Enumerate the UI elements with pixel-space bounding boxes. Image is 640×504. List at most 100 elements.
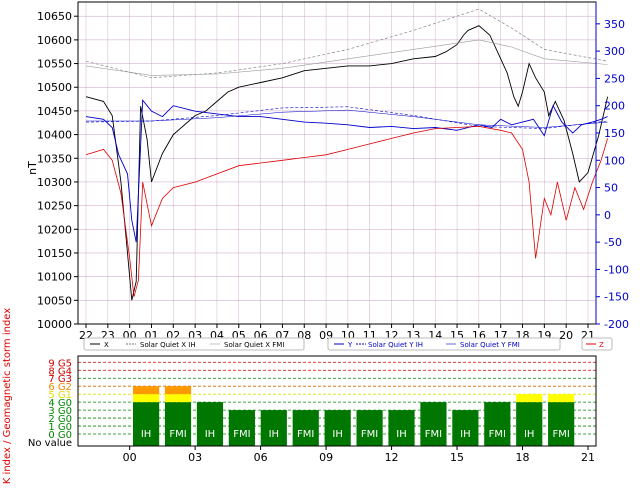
x-tick-label: 20 xyxy=(559,329,573,342)
y2-tick-label: -100 xyxy=(604,263,629,276)
series-solar-quiet-y-fmi xyxy=(86,109,608,128)
k-x-tick-label: 12 xyxy=(385,451,399,464)
y-tick-label: 10650 xyxy=(37,10,72,23)
y-tick-label: 10000 xyxy=(37,318,72,331)
y-tick-label: 10350 xyxy=(37,152,72,165)
legend-x: X Solar Quiet X IH Solar Quiet X FMI xyxy=(83,337,305,351)
y-tick-label: 10600 xyxy=(37,34,72,47)
k-bar xyxy=(228,410,255,446)
k-bar-label: IH xyxy=(524,429,534,440)
y2-tick-label: 350 xyxy=(604,18,625,31)
k-bar-label: IH xyxy=(460,429,470,440)
k-tick-label: 0 G0 xyxy=(48,430,72,441)
y2-tick-label: 250 xyxy=(604,72,625,85)
k-tick-label: 5 G1 xyxy=(48,390,72,401)
k-bar-label: FMI xyxy=(425,429,442,440)
k-bar xyxy=(356,410,383,446)
k-bar-label: FMI xyxy=(297,429,314,440)
k-bar-yellow xyxy=(164,394,192,403)
k-x-tick-label: 21 xyxy=(581,451,595,464)
top-plot-frame xyxy=(77,1,597,325)
k-bar xyxy=(452,410,479,446)
legend-y: Y Solar Quiet Y IH Solar Quiet Y FMI xyxy=(327,337,561,351)
k-bar-label: FMI xyxy=(169,429,186,440)
k-bar-label: IH xyxy=(332,429,342,440)
k-bar-orange xyxy=(133,386,160,395)
k-bar-label: IH xyxy=(396,429,406,440)
k-bar-green xyxy=(548,402,575,446)
right-axis-ticks: -200 -150 -100 -50 0 50 100 150 200 250 300 350 xyxy=(596,18,629,331)
k-bar-label: IH xyxy=(141,429,151,440)
k-bar-yellow xyxy=(516,394,543,403)
series-solar-quiet-x-fmi xyxy=(85,39,608,76)
k-bar-yellow xyxy=(133,394,160,403)
k-tick-label: 7 G3 xyxy=(48,374,72,385)
y2-tick-label: 0 xyxy=(604,209,611,222)
k-bar-label: FMI xyxy=(361,429,378,440)
k-bar xyxy=(420,402,447,446)
k-bar-label: FMI xyxy=(233,429,250,440)
y-tick-label: 10100 xyxy=(37,271,72,284)
k-bar-label: FMI xyxy=(489,429,506,440)
k-tick-label: No value xyxy=(28,438,72,449)
y2-tick-label: 100 xyxy=(604,154,625,167)
y-tick-label: 10400 xyxy=(37,129,72,142)
y-tick-label: 10550 xyxy=(37,58,72,71)
legend-sqy-ih-label: Solar Quiet Y IH xyxy=(368,341,423,349)
k-tick-label: 8 G4 xyxy=(48,366,72,377)
y2-tick-label: 150 xyxy=(604,127,625,140)
k-index-x-ticks: 00 03 06 09 12 15 18 21 xyxy=(123,446,595,464)
k-x-tick-label: 15 xyxy=(450,451,464,464)
y-tick-label: 10300 xyxy=(37,176,72,189)
series-y-line xyxy=(85,98,608,243)
k-bar-green xyxy=(164,402,192,446)
k-bar-green xyxy=(133,402,160,446)
y-tick-label: 10450 xyxy=(37,105,72,118)
y2-tick-label: -200 xyxy=(604,318,629,331)
k-bar xyxy=(484,402,511,446)
k-x-tick-label: 09 xyxy=(319,451,333,464)
y2-tick-label: -50 xyxy=(604,236,622,249)
k-tick-label: 1 G0 xyxy=(48,422,72,433)
top-plot-series xyxy=(85,8,609,301)
k-x-tick-label: 00 xyxy=(123,451,137,464)
y2-tick-label: -150 xyxy=(604,291,629,304)
left-axis-label: nT xyxy=(26,161,39,175)
series-solar-quiet-y-ih xyxy=(85,106,608,129)
k-bar xyxy=(324,410,351,446)
k-bar-green xyxy=(516,402,543,446)
y2-tick-label: 50 xyxy=(604,182,618,195)
top-plot-grid xyxy=(78,2,596,325)
y-tick-label: 10250 xyxy=(37,200,72,213)
left-axis-ticks: 10000 10050 10100 10150 10200 10250 10300 10350… xyxy=(37,10,78,331)
series-x-line xyxy=(85,25,609,301)
y-tick-label: 10200 xyxy=(37,223,72,236)
legend-sqx-ih-label: Solar Quiet X IH xyxy=(140,341,196,349)
k-bar xyxy=(388,410,415,446)
k-index-frame xyxy=(77,355,597,447)
k-bar xyxy=(260,410,287,446)
k-bar xyxy=(196,402,224,446)
k-tick-label: 3 G0 xyxy=(48,406,72,417)
k-x-tick-label: 03 xyxy=(188,451,202,464)
y-tick-label: 10150 xyxy=(37,247,72,260)
k-bar-yellow xyxy=(548,394,575,403)
k-index-axis-label: K index / Geomagnetic storm index xyxy=(2,308,13,484)
y2-tick-label: 300 xyxy=(604,45,625,58)
k-x-tick-label: 18 xyxy=(516,451,530,464)
k-tick-label: 2 G0 xyxy=(48,414,72,425)
k-index-bars: IH FMI IH FMI IH FMI IH FMI IH FMI IH FMI IH FMI xyxy=(133,386,575,446)
k-tick-label: 9 G5 xyxy=(48,358,72,369)
k-tick-label: 4 G0 xyxy=(48,398,72,409)
legend-z-label: Z xyxy=(599,341,604,349)
y2-tick-label: 200 xyxy=(604,100,625,113)
legend-x-label: X xyxy=(104,341,109,349)
k-bar xyxy=(292,410,319,446)
series-solar-quiet-x-ih xyxy=(85,8,608,79)
k-bar-orange xyxy=(164,386,192,395)
k-tick-label: 6 G2 xyxy=(48,382,72,393)
y-tick-label: 10050 xyxy=(37,294,72,307)
legend-sqx-fmi-label: Solar Quiet X FMI xyxy=(224,341,284,349)
